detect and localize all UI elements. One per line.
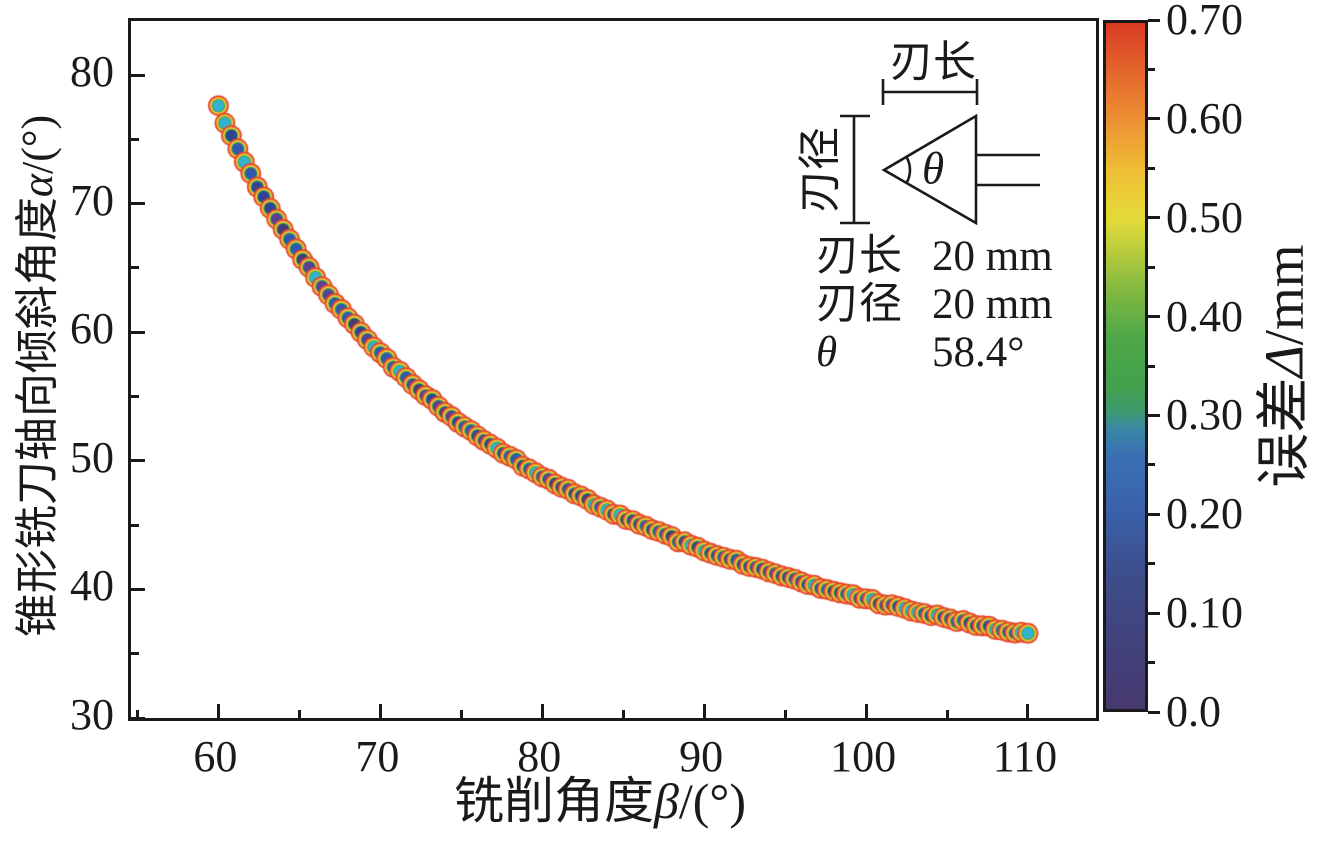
x-tick-label: 60 [193,732,238,781]
x-axis-minor-tick [297,710,301,718]
x-axis-tick [216,704,220,718]
colorbar-label-unit: /mm [1253,244,1315,346]
colorbar-label-text: 误差 [1253,377,1315,488]
y-axis-minor-tick [131,266,139,270]
y-axis-minor-tick [131,523,139,527]
colorbar-minor-tick [1148,364,1155,368]
colorbar-tick [1148,710,1160,714]
table-row: θ 58.4° [816,328,1053,376]
colorbar-tick-label: 0.10 [1166,588,1243,638]
colorbar-tick [1148,18,1160,22]
beta-symbol: β [653,773,679,829]
colorbar-label: 误差Δ/mm [1253,244,1315,488]
y-axis-tick [131,202,145,206]
colorbar-minor-tick [1148,265,1155,269]
x-axis-minor-tick [621,710,625,718]
x-axis-minor-tick [459,710,463,718]
y-axis-minor-tick [131,395,139,398]
theta-symbol: θ [921,143,945,194]
x-axis-minor-tick [783,710,787,718]
colorbar-tick [1148,611,1160,615]
y-axis-minor-tick [131,652,139,656]
colorbar-minor-tick [1148,562,1155,566]
table-row: 刃径 20 mm [816,280,1053,328]
colorbar-tick [1148,117,1160,121]
inset-parameter-table: 刃长 20 mm 刃径 20 mm θ 58.4° [816,232,1053,376]
x-tick-label: 90 [679,732,724,781]
x-tick-label: 100 [830,732,897,781]
x-tick-label: 80 [517,732,562,781]
delta-symbol: Δ [1253,345,1315,378]
colorbar-minor-tick [1148,661,1155,665]
y-axis-label-text: 锥形铣刀轴向倾斜角度 [13,197,62,638]
colorbar-tick-label: 0.0 [1166,687,1221,736]
alpha-symbol: α [13,174,62,198]
y-axis-label: 锥形铣刀轴向倾斜角度α/(°) [13,114,62,638]
colorbar-tick [1148,512,1160,516]
param-value: 20 mm [932,280,1053,328]
colorbar-tick-label: 0.50 [1166,192,1243,242]
param-name: θ [816,328,838,376]
param-value: 58.4° [932,328,1025,376]
x-axis-label-text: 铣削角度 [453,773,654,829]
colorbar-tick-label: 0.20 [1166,489,1243,539]
y-axis-minor-tick [131,137,139,141]
table-row: 刃长 20 mm [816,232,1053,280]
x-axis-minor-tick [945,710,949,718]
colorbar-minor-tick [1148,166,1155,170]
x-axis-tick [1026,704,1030,718]
inset-dim-left-label: 刃径 [797,127,845,213]
param-value: 20 mm [932,232,1053,280]
x-axis-label: 铣削角度β/(°) [454,776,746,826]
param-name: 刃长 [816,232,902,280]
y-axis-tick [131,587,145,591]
colorbar-tick-label: 0.30 [1166,390,1243,440]
y-axis-label-unit: /(°) [13,114,62,175]
y-axis-tick [131,330,145,334]
y-tick-label: 70 [70,175,114,225]
colorbar-tick [1148,216,1160,220]
colorbar-minor-tick [1148,67,1155,71]
colorbar-minor-tick [1148,463,1155,467]
colorbar-tick [1148,413,1160,417]
y-axis-tick [131,73,145,77]
colorbar-tick-label: 0.60 [1166,93,1243,143]
x-axis-minor-tick [135,710,139,718]
colorbar-tick-label: 0.70 [1166,0,1243,44]
x-axis-tick [540,704,544,718]
colorbar [1103,20,1148,712]
param-name: 刃径 [816,280,902,328]
y-tick-label: 30 [70,690,114,739]
y-tick-label: 40 [70,561,114,611]
y-tick-label: 80 [70,47,114,96]
colorbar-tick-label: 0.40 [1166,291,1243,341]
x-axis-tick [702,704,706,718]
y-axis-tick [131,459,145,463]
inset-dim-top-label: 刃长 [890,39,976,87]
x-axis-tick [864,704,868,718]
x-axis-tick [378,704,382,718]
colorbar-tick [1148,315,1160,319]
x-tick-label: 110 [992,732,1058,781]
y-tick-label: 60 [70,304,114,354]
x-tick-label: 70 [355,732,400,781]
y-axis-tick [131,716,145,720]
y-tick-label: 50 [70,432,114,482]
x-axis-label-unit: /(°) [678,773,747,829]
